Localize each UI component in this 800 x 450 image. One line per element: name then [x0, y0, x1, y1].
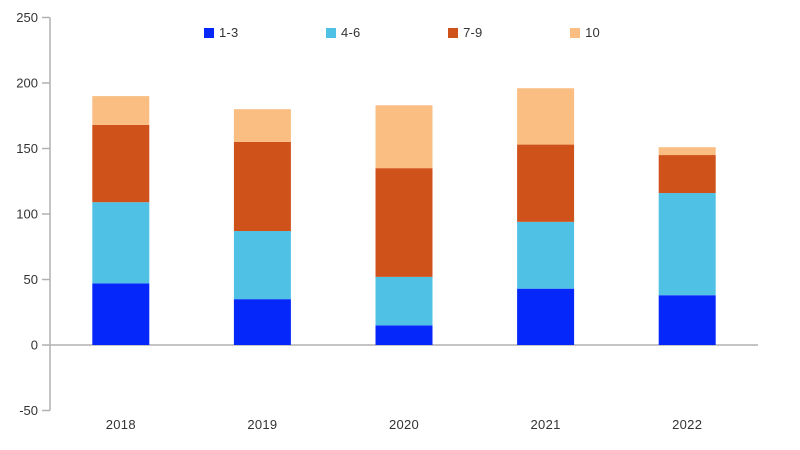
y-tick-label: 250	[16, 10, 38, 25]
bar-segment-10-2019	[233, 109, 291, 142]
legend-item-10: 10	[570, 26, 600, 39]
legend-item-1-3: 1-3	[204, 26, 238, 39]
y-tick-label: -50	[19, 403, 38, 418]
bar-segment-10-2021	[517, 88, 575, 145]
legend-item-7-9: 7-9	[448, 26, 482, 39]
bar-segment-4-6-2022	[658, 193, 716, 296]
chart-legend: 1-3 4-6 7-9 10	[204, 26, 600, 39]
bar-segment-10-2022	[658, 147, 716, 156]
bar-segment-4-6-2018	[92, 202, 150, 284]
bar-segment-7-9-2018	[92, 124, 150, 203]
legend-swatch-icon	[448, 27, 459, 38]
legend-swatch-icon	[204, 27, 214, 38]
legend-item-4-6: 4-6	[326, 26, 360, 39]
y-tick-label: 0	[31, 338, 38, 353]
y-tick-label: 50	[24, 272, 38, 287]
legend-label: 7-9	[463, 25, 483, 40]
y-tick-label: 100	[16, 207, 38, 222]
bar-segment-10-2020	[375, 105, 433, 169]
x-category-label: 2019	[247, 417, 277, 432]
bar-segment-4-6-2021	[517, 221, 575, 289]
legend-label: 4-6	[341, 25, 361, 40]
x-category-label: 2021	[531, 417, 561, 432]
y-tick-label: 200	[16, 76, 38, 91]
bar-segment-1-3-2021	[517, 288, 575, 345]
x-category-label: 2022	[672, 417, 702, 432]
bar-segment-10-2018	[92, 96, 150, 125]
legend-label: 10	[585, 25, 600, 40]
bar-segment-7-9-2020	[375, 168, 433, 277]
y-tick-label: 150	[16, 141, 38, 156]
x-category-label: 2018	[106, 417, 136, 432]
legend-swatch-icon	[326, 27, 337, 38]
bar-segment-4-6-2019	[233, 231, 291, 300]
bar-segment-1-3-2020	[375, 325, 433, 345]
bar-segment-7-9-2022	[658, 155, 716, 194]
legend-label: 1-3	[219, 25, 239, 40]
bar-segment-7-9-2019	[233, 141, 291, 232]
bar-segment-1-3-2019	[233, 299, 291, 345]
bar-segment-4-6-2020	[375, 276, 433, 326]
bar-segment-1-3-2022	[658, 295, 716, 345]
legend-swatch-icon	[570, 27, 581, 38]
x-category-label: 2020	[389, 417, 419, 432]
bar-segment-1-3-2018	[92, 283, 150, 345]
bar-segment-7-9-2021	[517, 144, 575, 222]
